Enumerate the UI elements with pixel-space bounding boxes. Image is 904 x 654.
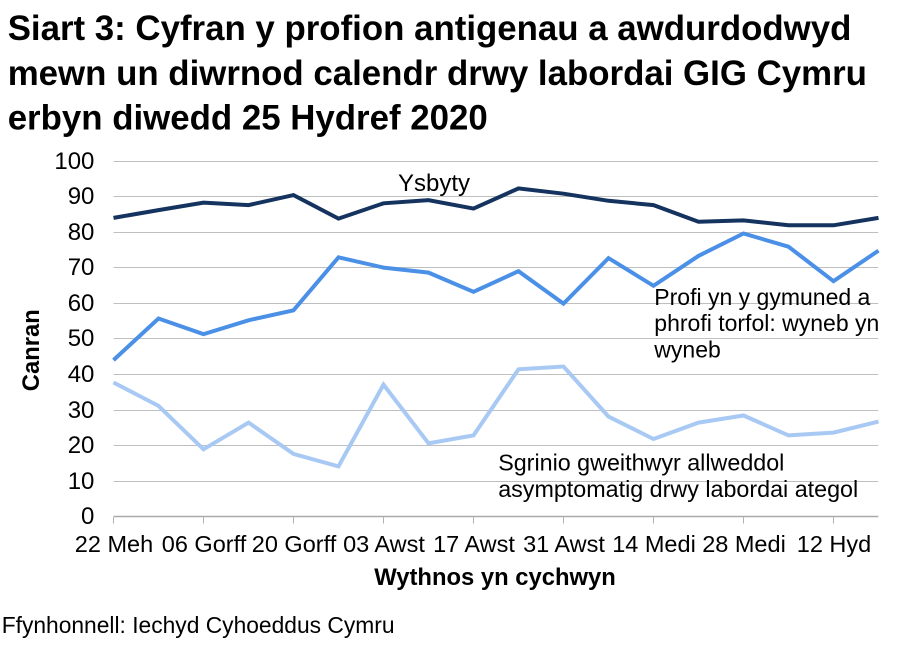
svg-text:10: 10 [68, 468, 95, 495]
svg-text:100: 100 [54, 148, 94, 175]
svg-text:50: 50 [68, 325, 95, 352]
svg-text:70: 70 [68, 254, 95, 281]
svg-text:12 Hyd: 12 Hyd [797, 531, 871, 557]
svg-text:03 Awst: 03 Awst [343, 531, 425, 557]
svg-text:60: 60 [68, 290, 95, 317]
svg-text:90: 90 [68, 183, 95, 210]
svg-text:40: 40 [68, 361, 95, 388]
svg-text:0: 0 [81, 503, 94, 530]
svg-text:17 Awst: 17 Awst [433, 531, 515, 557]
svg-text:06 Gorff: 06 Gorff [162, 531, 247, 557]
svg-text:Profi yn y gymuned a: Profi yn y gymuned a [654, 284, 870, 310]
svg-text:22 Meh: 22 Meh [75, 531, 153, 557]
svg-text:20 Gorff: 20 Gorff [252, 531, 337, 557]
svg-text:Sgrinio gweithwyr allweddol: Sgrinio gweithwyr allweddol [498, 449, 784, 475]
svg-text:Siart 3: Cyfran y profion anti: Siart 3: Cyfran y profion antigenau a aw… [8, 9, 852, 48]
svg-text:30: 30 [68, 397, 95, 424]
svg-text:asymptomatig drwy labordai ate: asymptomatig drwy labordai ategol [498, 476, 858, 502]
svg-text:14 Medi: 14 Medi [612, 531, 696, 557]
svg-text:wyneb: wyneb [653, 336, 720, 362]
svg-text:phrofi torfol: wyneb yn: phrofi torfol: wyneb yn [654, 310, 879, 336]
svg-text:Canran: Canran [18, 309, 45, 391]
svg-text:Ffynhonnell: Iechyd Cyhoeddus: Ffynhonnell: Iechyd Cyhoeddus Cymru [2, 612, 395, 638]
svg-text:31 Awst: 31 Awst [523, 531, 605, 557]
svg-text:20: 20 [68, 432, 95, 459]
svg-text:mewn un diwrnod calendr drwy l: mewn un diwrnod calendr drwy labordai GI… [8, 54, 867, 93]
svg-text:Wythnos yn cychwyn: Wythnos yn cychwyn [374, 564, 616, 591]
svg-text:Ysbyty: Ysbyty [398, 170, 470, 197]
svg-text:80: 80 [68, 219, 95, 246]
svg-text:28 Medi: 28 Medi [702, 531, 786, 557]
svg-text:erbyn diwedd 25 Hydref 2020: erbyn diwedd 25 Hydref 2020 [8, 99, 488, 138]
